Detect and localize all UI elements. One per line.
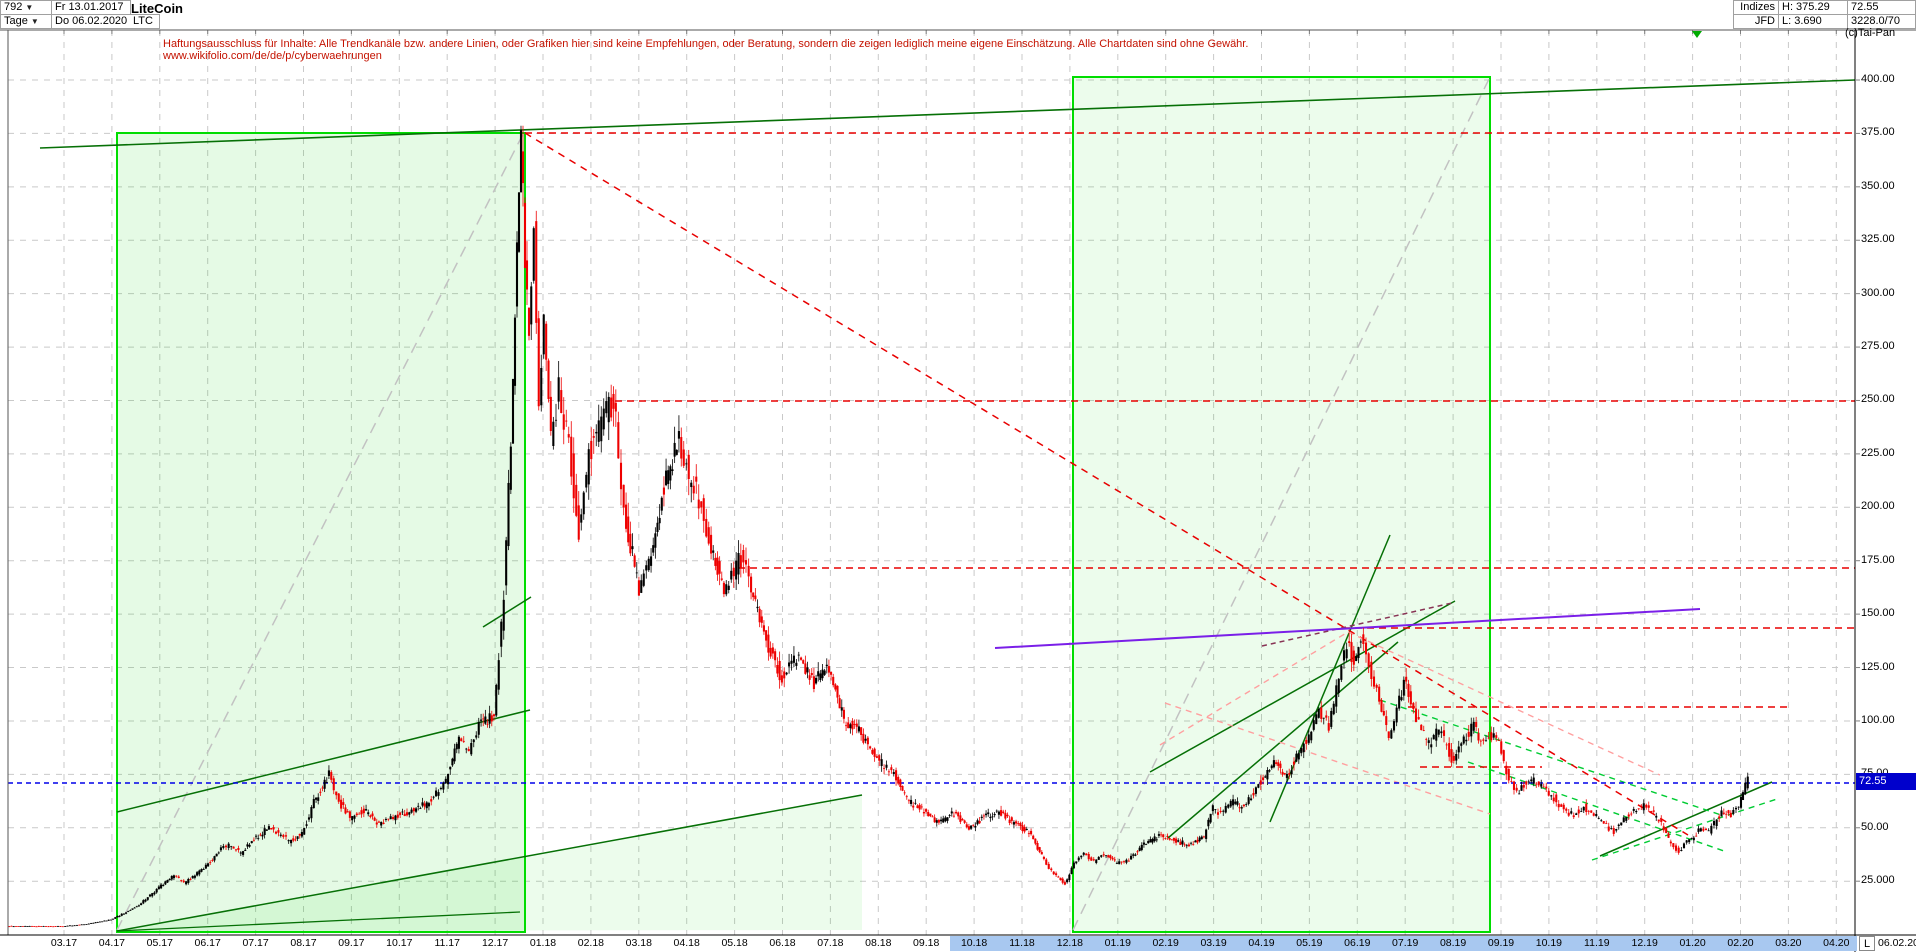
box1-diagonal [116, 133, 524, 931]
bars-count-dropdown[interactable]: 792 ▼ [0, 0, 52, 15]
y-axis-label: 400.00 [1861, 73, 1895, 85]
x-axis-highlight [950, 936, 1857, 951]
x-axis-label[interactable]: 06.17 [194, 937, 221, 949]
x-axis-label[interactable]: 09.19 [1487, 937, 1515, 949]
x-axis-label[interactable]: 12.18 [1056, 937, 1084, 949]
green-dashed-channel-b [1467, 761, 1725, 852]
short-trend-2017 [482, 596, 532, 628]
purple-trendline [994, 608, 1701, 649]
x-axis-label[interactable]: 07.18 [817, 937, 844, 949]
x-axis-label[interactable]: 01.20 [1679, 937, 1706, 949]
x-axis-label[interactable]: 11.19 [1584, 937, 1610, 949]
pink-decline [1347, 631, 1661, 776]
green-dashed-channel-a [1379, 699, 1725, 817]
x-axis-label[interactable]: 06.18 [769, 937, 796, 949]
x-axis-label[interactable]: 04.18 [673, 937, 700, 949]
downtrend-from-peak [524, 132, 1689, 836]
y-axis-label: 300.00 [1861, 286, 1895, 299]
y-axis-label: 100.00 [1861, 713, 1895, 726]
box2-diagonal [1072, 78, 1490, 931]
volume-value: 3228.0/70 [1847, 14, 1916, 29]
low-value: L: 3.690 [1778, 14, 1848, 29]
x-axis-label[interactable]: 02.20 [1727, 937, 1754, 949]
period-dropdown[interactable]: Tage ▼ [0, 14, 52, 29]
rally-trend-2019-a [1149, 600, 1456, 773]
x-axis-label[interactable]: 10.18 [960, 937, 988, 949]
date-to-field[interactable]: Do 06.02.2020 [51, 14, 131, 29]
x-axis-label[interactable]: 03.17 [50, 937, 78, 949]
copyright-label: (c)Tai-Pan [1845, 27, 1896, 39]
indizes-label: Indizes [1733, 0, 1779, 15]
chevron-down-icon: ▼ [25, 3, 34, 12]
x-axis-label[interactable]: 11.18 [1009, 937, 1035, 949]
y-axis-label: 275.00 [1861, 340, 1895, 353]
y-axis-label: 150.00 [1861, 607, 1895, 620]
last-price-tag: 72.55 [1856, 773, 1916, 790]
support-2017 [116, 709, 531, 813]
y-axis-label: 125.00 [1861, 660, 1895, 673]
last-label-cell: L [1859, 936, 1875, 951]
x-axis-label[interactable]: 10.17 [386, 937, 413, 949]
broker-label: JFD [1733, 14, 1779, 29]
x-axis-label[interactable]: 08.19 [1439, 937, 1467, 949]
maroon-dashed [1261, 602, 1453, 647]
y-axis-label: 200.00 [1861, 500, 1895, 513]
date-from-field[interactable]: Fr 13.01.2017 [51, 0, 131, 15]
longterm-support-a [116, 794, 863, 932]
x-axis-label[interactable]: 07.19 [1392, 937, 1419, 949]
x-axis-label[interactable]: 06.19 [1344, 937, 1371, 949]
last-price-value: 72.55 [1847, 0, 1916, 15]
x-axis-label[interactable]: 08.18 [865, 937, 892, 949]
x-axis-label[interactable]: 12.17 [481, 937, 509, 949]
y-axis-label: 350.00 [1861, 179, 1895, 192]
high-value: H: 375.29 [1778, 0, 1848, 15]
x-axis-label[interactable]: 11.17 [434, 937, 460, 949]
x-axis-label[interactable]: 07.17 [242, 937, 269, 949]
y-axis-label: 225.00 [1861, 446, 1895, 459]
x-axis-label[interactable]: 10.19 [1535, 937, 1563, 949]
projection-box-2017 [116, 132, 526, 933]
y-axis-label: 325.00 [1861, 233, 1895, 246]
pink-parallel [1164, 702, 1491, 815]
x-axis-label[interactable]: 09.18 [913, 937, 940, 949]
chart-title: LiteCoin [131, 1, 183, 16]
y-axis-label: 175.00 [1861, 553, 1895, 566]
x-axis-label[interactable]: 12.19 [1631, 937, 1658, 949]
y-axis-label: 50.00 [1861, 820, 1889, 833]
disclaimer-text: Haftungsausschluss für Inhalte: Alle Tre… [163, 38, 1249, 62]
y-axis-label: 375.00 [1861, 126, 1895, 139]
x-axis-label[interactable]: 09.17 [338, 937, 365, 949]
x-axis-label[interactable]: 04.17 [98, 937, 126, 949]
x-axis-label[interactable]: 01.19 [1104, 937, 1131, 949]
pink-rising-wedge [1159, 631, 1349, 746]
symbol-label: LTC [130, 14, 160, 29]
x-axis-label[interactable]: 02.18 [577, 937, 605, 949]
x-axis-label[interactable]: 04.20 [1823, 937, 1850, 949]
last-date-label: 06.02.20 [1878, 937, 1916, 949]
x-axis-label[interactable]: 01.18 [529, 937, 557, 949]
x-axis-label[interactable]: 02.19 [1152, 937, 1179, 949]
x-axis-label[interactable]: 05.17 [146, 937, 173, 949]
green-dashed-rising [1591, 797, 1781, 861]
x-axis-label[interactable]: 05.19 [1296, 937, 1323, 949]
y-axis-label: 25.000 [1861, 874, 1895, 887]
longterm-support-b [116, 911, 521, 932]
chevron-down-icon: ▼ [30, 17, 39, 26]
x-axis-label[interactable]: 08.17 [290, 937, 317, 949]
y-axis-label: 250.00 [1861, 393, 1895, 406]
x-axis-label[interactable]: 05.18 [721, 937, 748, 949]
x-axis-label[interactable]: 03.18 [625, 937, 652, 949]
x-axis-label[interactable]: 03.20 [1775, 937, 1802, 949]
top-trendline [39, 79, 1856, 149]
event-marker-top [1692, 31, 1702, 38]
rally-trend-2019-b [1167, 641, 1399, 839]
x-axis-label[interactable]: 03.19 [1200, 937, 1227, 949]
x-axis-label[interactable]: 04.19 [1248, 937, 1275, 949]
